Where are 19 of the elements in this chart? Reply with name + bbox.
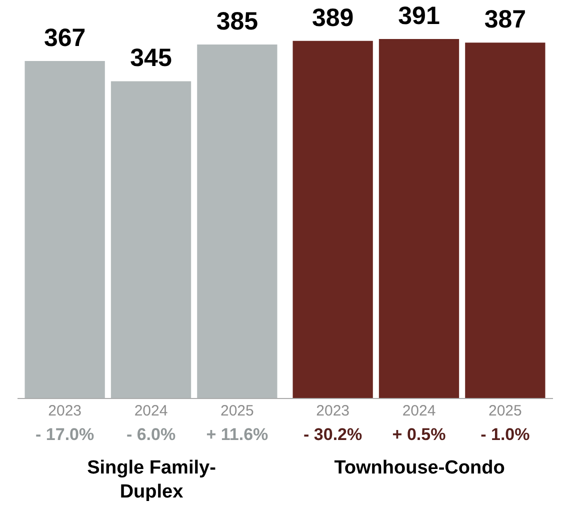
data-label: 387 xyxy=(484,6,526,34)
data-label: 345 xyxy=(130,44,172,72)
data-label: 367 xyxy=(44,24,86,52)
data-label: 391 xyxy=(398,2,440,30)
data-label: 389 xyxy=(312,4,354,32)
x-axis-title: Townhouse-Condo xyxy=(334,458,505,478)
data-label: 385 xyxy=(216,8,258,36)
x-tick-label: 2024 xyxy=(402,402,436,420)
x-tick-label: 2025 xyxy=(220,402,254,420)
x-tick-label: 2023 xyxy=(48,402,82,420)
text: - 17.0% xyxy=(36,425,94,444)
x-tick-label: 2024 xyxy=(134,402,168,420)
text: - 30.2% xyxy=(304,425,362,444)
x-tick-label: 2025 xyxy=(488,402,522,420)
x-tick-label: 2023 xyxy=(316,402,350,420)
text: - 1.0% xyxy=(480,425,530,444)
text: + 11.6% xyxy=(206,425,268,444)
text: + 0.5% xyxy=(392,425,446,444)
text: - 6.0% xyxy=(126,425,176,444)
